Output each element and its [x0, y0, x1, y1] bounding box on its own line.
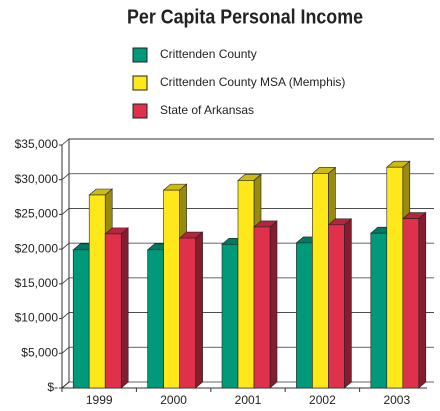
- bar-side: [344, 218, 352, 389]
- y-tick-label: $5,000: [21, 345, 58, 359]
- y-tick-label: $20,000: [15, 241, 59, 255]
- bar: [163, 189, 180, 389]
- y-tick-label: $15,000: [15, 276, 59, 290]
- chart-title: Per Capita Personal Income: [127, 6, 363, 28]
- bar: [328, 224, 345, 389]
- bar: [72, 249, 90, 389]
- legend-swatch: [132, 103, 148, 119]
- legend-label: State of Arkansas: [160, 103, 254, 117]
- bar: [370, 232, 388, 389]
- bar: [179, 237, 196, 389]
- y-tick-label: $10,000: [15, 311, 59, 325]
- grid-line: [61, 138, 434, 146]
- bar: [221, 243, 239, 389]
- y-tick-label: $35,000: [15, 137, 59, 151]
- bar: [147, 249, 164, 389]
- bar: [386, 166, 404, 389]
- bar-side: [418, 211, 427, 389]
- bar: [104, 233, 122, 389]
- bar-side: [195, 231, 203, 389]
- x-tick-label: 2003: [383, 393, 410, 407]
- bar: [402, 218, 420, 389]
- legend-swatch: [132, 47, 148, 63]
- legend-label: Crittenden County: [160, 47, 257, 61]
- legend-swatch: [132, 75, 148, 91]
- bar: [88, 194, 106, 389]
- bar-side: [120, 227, 129, 389]
- y-tick-label: $25,000: [15, 207, 59, 221]
- bar: [237, 180, 255, 389]
- x-tick-label: 2001: [235, 393, 262, 407]
- bar-side: [269, 220, 278, 389]
- y-tick-label: $30,000: [15, 172, 59, 186]
- y-tick-label: $-: [47, 380, 58, 394]
- x-tick-label: 1999: [86, 393, 113, 407]
- bar: [253, 226, 271, 389]
- x-tick-label: 2000: [160, 393, 187, 407]
- x-tick-label: 2002: [309, 393, 336, 407]
- legend-label: Crittenden County MSA (Memphis): [160, 75, 345, 89]
- bar: [312, 173, 329, 389]
- bar: [296, 242, 313, 389]
